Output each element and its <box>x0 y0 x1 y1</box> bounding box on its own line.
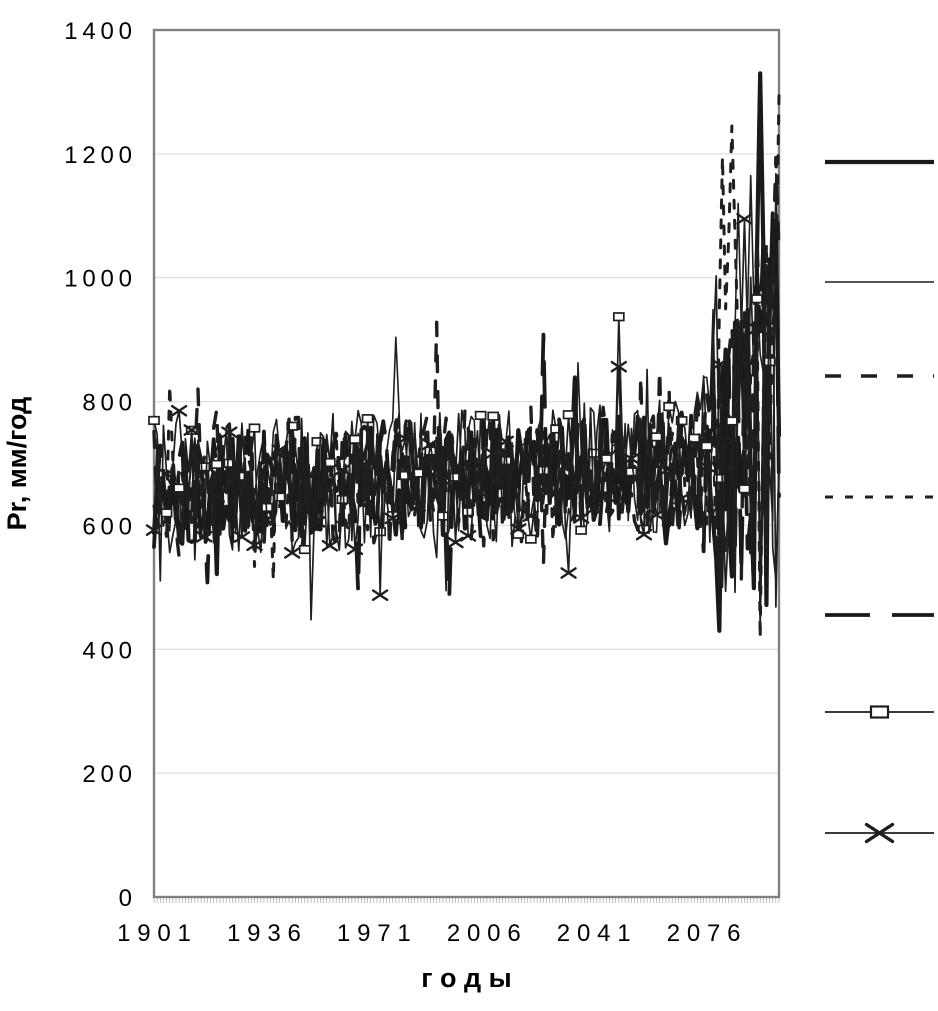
svg-text:2 0 4 1: 2 0 4 1 <box>557 920 631 947</box>
svg-text:4 0 0: 4 0 0 <box>82 637 132 664</box>
svg-text:2 0 7 6: 2 0 7 6 <box>667 920 741 947</box>
svg-text:2 0 0 6: 2 0 0 6 <box>447 920 521 947</box>
svg-text:1 0 0 0: 1 0 0 0 <box>64 266 132 293</box>
svg-text:0: 0 <box>119 885 132 912</box>
svg-text:2 0 0: 2 0 0 <box>82 761 132 788</box>
svg-text:1 9 0 1: 1 9 0 1 <box>117 920 191 947</box>
svg-text:1 2 0 0: 1 2 0 0 <box>64 142 132 169</box>
svg-text:1 4 0 0: 1 4 0 0 <box>64 18 132 45</box>
svg-text:1 9 7 1: 1 9 7 1 <box>337 920 411 947</box>
svg-text:6 0 0: 6 0 0 <box>82 513 132 540</box>
svg-text:1 9 3 6: 1 9 3 6 <box>227 920 301 947</box>
svg-text:Pr, мм/год: Pr, мм/год <box>2 397 32 531</box>
svg-text:г о д ы: г о д ы <box>421 963 511 993</box>
svg-text:8 0 0: 8 0 0 <box>82 390 132 417</box>
